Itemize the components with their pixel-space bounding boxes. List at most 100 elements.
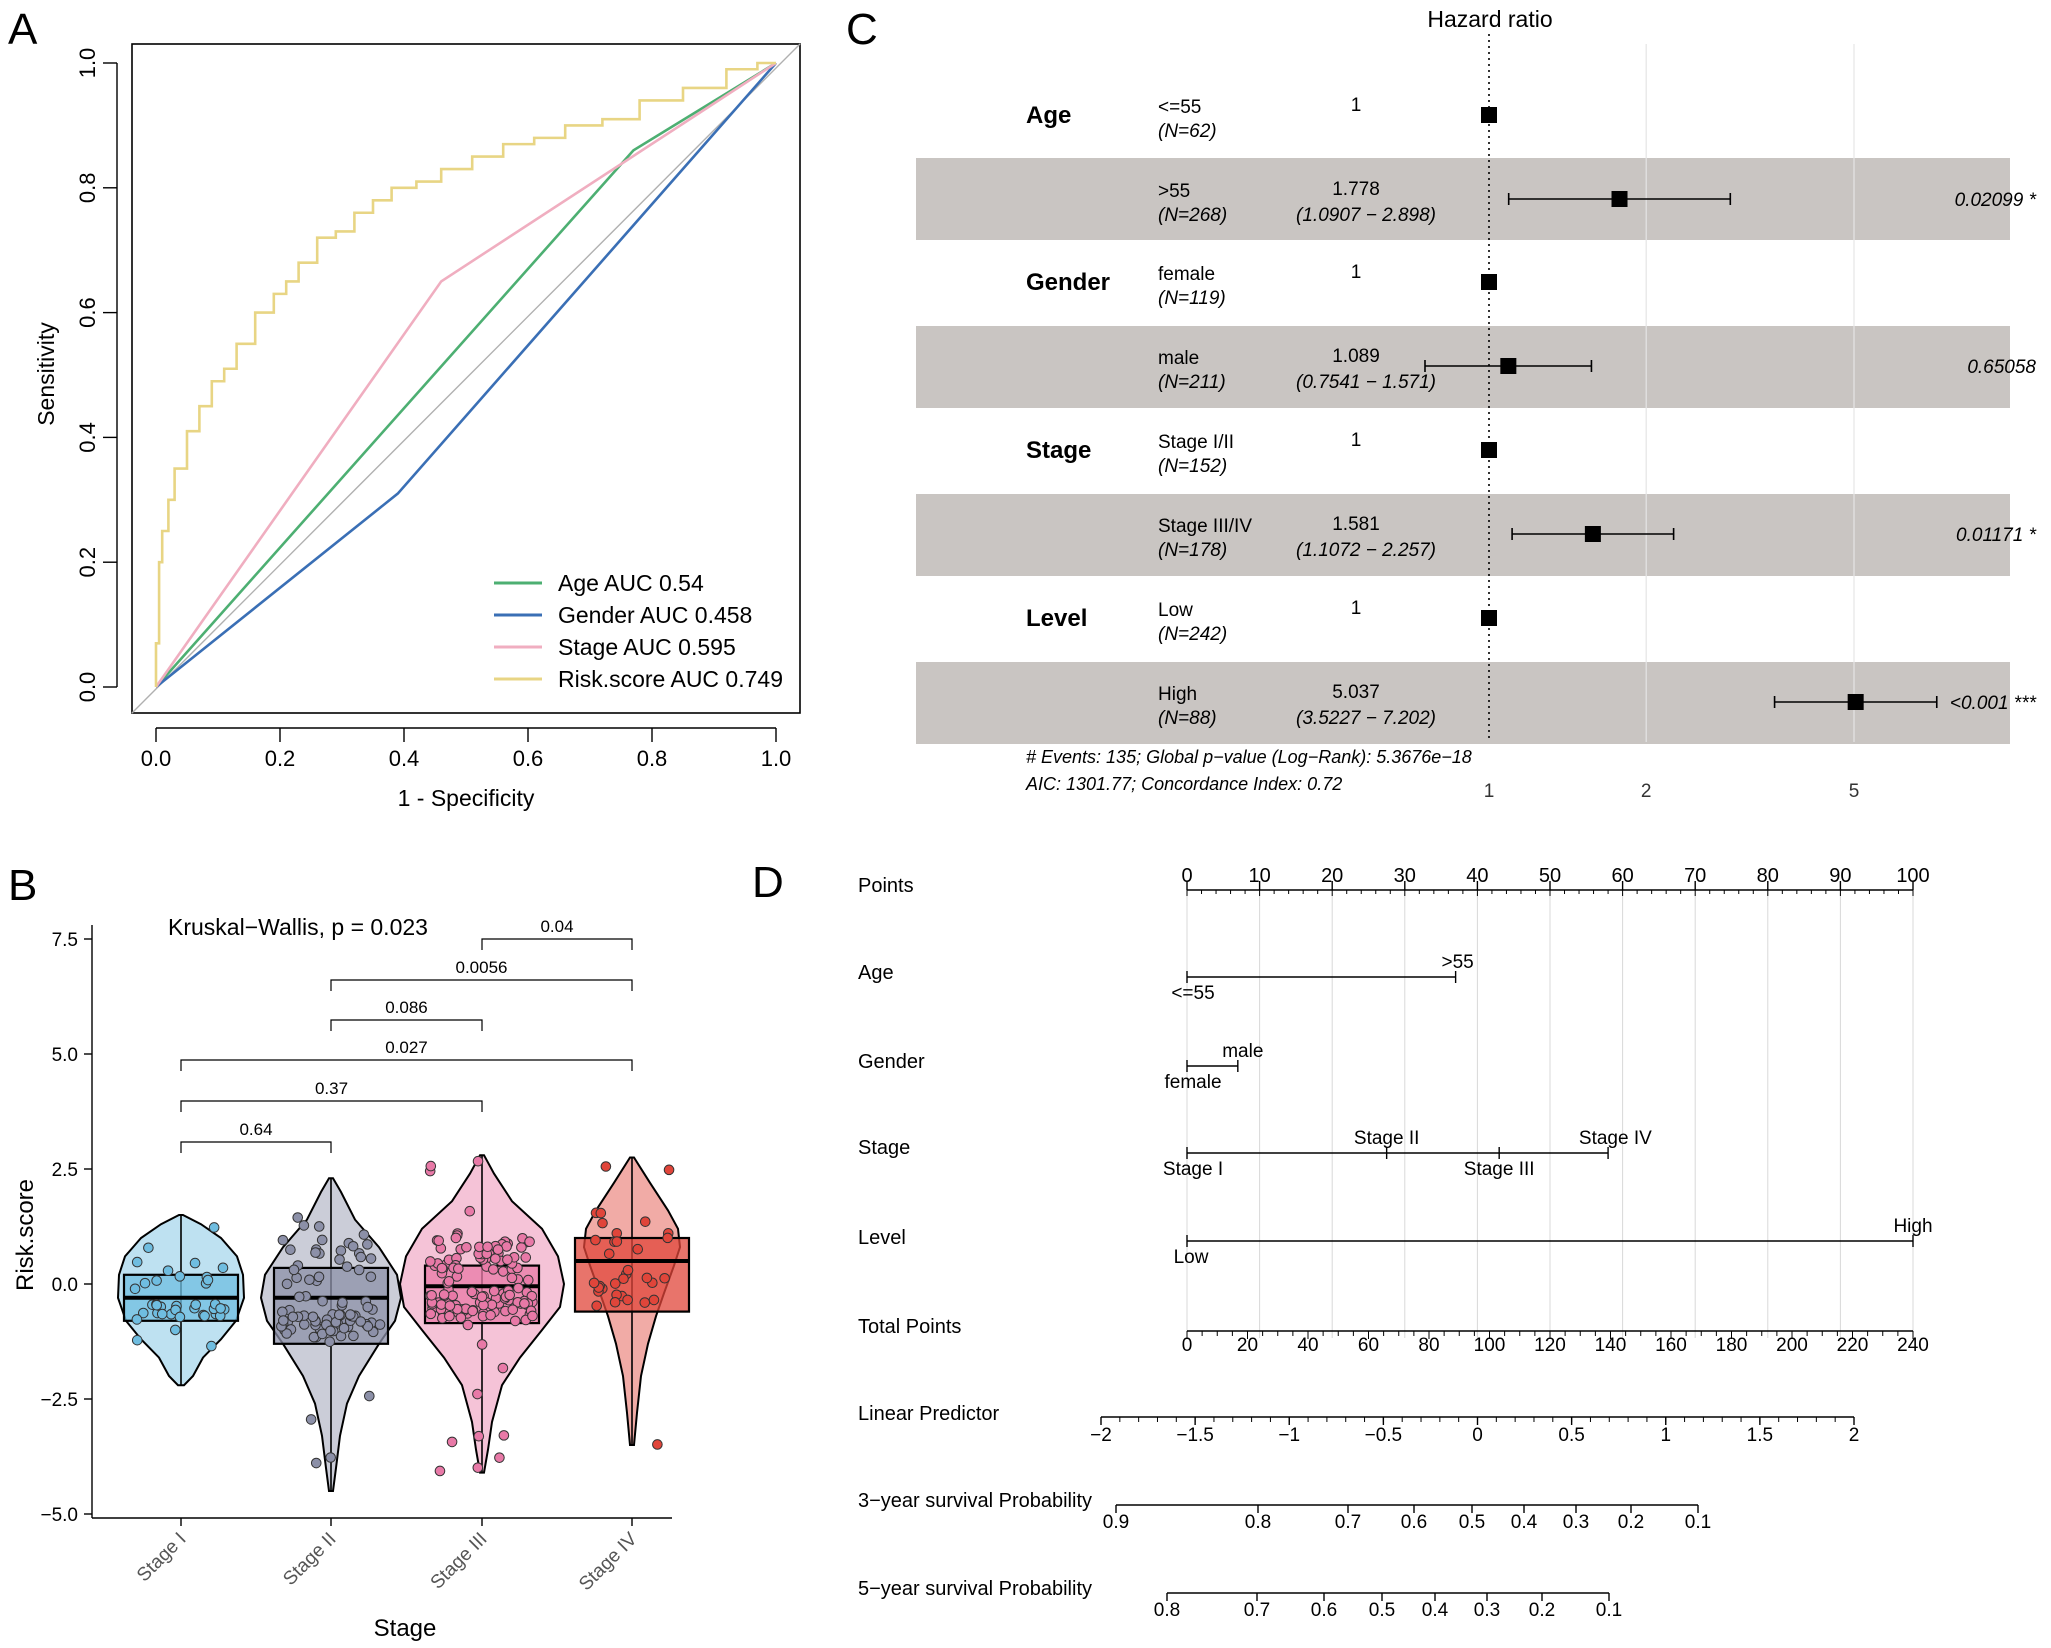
total-points-tick-label: 100: [1474, 1335, 1506, 1356]
roc-curve-stage: [154, 61, 777, 688]
total-points-tick-label: 80: [1418, 1335, 1439, 1356]
jitter-point: [443, 1276, 455, 1287]
jitter-point: [215, 1303, 226, 1314]
jitter-point: [365, 1271, 377, 1283]
jitter-point: [310, 1457, 322, 1469]
jitter-point: [325, 1325, 336, 1337]
nomogram-row-label: Level: [858, 1227, 906, 1249]
jitter-point: [648, 1294, 660, 1306]
jitter-point: [208, 1222, 220, 1233]
jitter-point: [325, 1452, 336, 1463]
forest-hr-value: 1: [1351, 598, 1362, 619]
jitter-point: [502, 1254, 513, 1265]
points-tick-label: 60: [1611, 865, 1633, 887]
jitter-point: [174, 1271, 186, 1282]
jitter-point: [446, 1436, 458, 1448]
comparison-p-value: 0.37: [315, 1079, 348, 1098]
jitter-point: [345, 1309, 356, 1320]
jitter-point: [597, 1217, 608, 1229]
age-level-label: <=55: [1171, 983, 1214, 1004]
5yr-survival-tick-label: 0.3: [1474, 1600, 1500, 1621]
forest-n-label: (N=268): [1158, 205, 1227, 226]
jitter-point: [622, 1294, 633, 1306]
nomogram-row-label: 5−year survival Probability: [858, 1578, 1092, 1600]
linear-predictor-tick-label: −0.5: [1365, 1425, 1403, 1446]
jitter-point: [324, 1336, 336, 1347]
forest-panel: C Hazard ratio Age <=55 (N=62) 1 >55 (N=268) 1.7…: [846, 5, 2037, 802]
total-points-tick-label: 0: [1182, 1335, 1193, 1356]
nomogram-row-label: Total Points: [858, 1316, 961, 1338]
forest-n-label: (N=119): [1158, 288, 1226, 309]
jitter-point: [425, 1308, 437, 1320]
3yr-survival-tick-label: 0.6: [1401, 1512, 1427, 1533]
total-points-tick-label: 200: [1776, 1335, 1808, 1356]
forest-hr-marker: [1500, 358, 1517, 374]
roc-x-tick-label: 0.2: [265, 746, 296, 771]
roc-curve-age: [155, 61, 777, 688]
forest-hr-marker: [1481, 610, 1497, 626]
points-tick-label: 90: [1829, 865, 1851, 887]
comparison-bracket: [481, 938, 633, 950]
jitter-point: [447, 1290, 458, 1302]
comparison-p-value: 0.04: [540, 917, 573, 936]
forest-level-label: Stage III/IV: [1158, 516, 1252, 537]
jitter-point: [488, 1264, 499, 1275]
jitter-point: [202, 1274, 214, 1286]
jitter-point: [488, 1285, 500, 1297]
stage-level-label: Stage III: [1464, 1159, 1535, 1180]
points-tick-label: 80: [1757, 865, 1779, 887]
jitter-point: [464, 1205, 476, 1217]
jitter-point: [137, 1307, 149, 1319]
jitter-point: [151, 1299, 163, 1311]
violin-x-tick-label: Stage II: [279, 1529, 340, 1590]
forest-p-value: 0.65058: [1967, 357, 2036, 378]
jitter-point: [353, 1264, 365, 1276]
panel-label-b: B: [8, 861, 37, 910]
jitter-point: [162, 1265, 174, 1276]
3yr-survival-tick-label: 0.4: [1511, 1512, 1538, 1533]
gender-level-label: female: [1164, 1072, 1221, 1093]
jitter-point: [307, 1311, 319, 1323]
total-points-tick-label: 40: [1297, 1335, 1318, 1356]
jitter-point: [476, 1339, 488, 1350]
jitter-point: [131, 1314, 143, 1325]
level-level-label: Low: [1174, 1247, 1209, 1268]
3yr-survival-tick-label: 0.7: [1335, 1512, 1361, 1533]
5yr-survival-tick-label: 0.5: [1369, 1600, 1395, 1621]
jitter-point: [461, 1241, 472, 1253]
jitter-point: [609, 1278, 621, 1289]
forest-hr-marker: [1847, 694, 1864, 710]
forest-hr-marker: [1584, 526, 1601, 542]
jitter-point: [338, 1322, 350, 1334]
jitter-point: [362, 1321, 374, 1332]
roc-y-tick-label: 0.6: [75, 297, 100, 328]
forest-n-label: (N=242): [1158, 624, 1227, 645]
jitter-point: [151, 1275, 162, 1286]
jitter-point: [305, 1414, 317, 1425]
jitter-point: [472, 1155, 484, 1167]
linear-predictor-tick-label: 0: [1472, 1425, 1483, 1446]
points-tick-label: 50: [1539, 865, 1561, 887]
comparison-p-value: 0.027: [385, 1038, 428, 1057]
total-points-tick-label: 160: [1655, 1335, 1687, 1356]
points-tick-label: 0: [1181, 865, 1192, 887]
forest-level-label: female: [1158, 264, 1215, 285]
jitter-point: [504, 1289, 516, 1301]
jitter-point: [434, 1465, 446, 1477]
comparison-p-value: 0.64: [239, 1120, 272, 1139]
jitter-point: [444, 1310, 455, 1322]
forest-n-label: (N=152): [1158, 456, 1227, 477]
jitter-point: [129, 1283, 141, 1295]
5yr-survival-tick-label: 0.2: [1529, 1600, 1555, 1621]
comparison-bracket: [180, 1100, 483, 1112]
jitter-point: [436, 1299, 447, 1310]
jitter-point: [639, 1216, 651, 1227]
roc-x-tick-label: 0.8: [637, 746, 668, 771]
comparison-bracket: [330, 979, 633, 991]
forest-hr-marker: [1611, 191, 1628, 207]
jitter-point: [590, 1234, 601, 1246]
forest-variable-label: Age: [1026, 102, 1071, 129]
jitter-point: [520, 1252, 532, 1263]
jitter-point: [472, 1462, 484, 1473]
